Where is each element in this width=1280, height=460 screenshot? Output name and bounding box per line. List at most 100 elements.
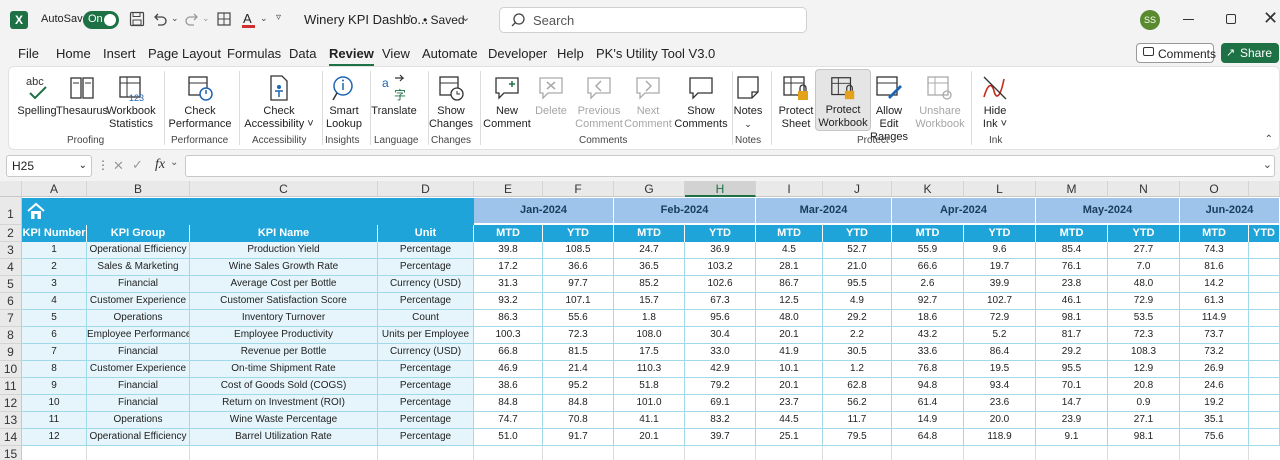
table-cell[interactable]: 95.2 xyxy=(543,378,614,395)
table-cell[interactable] xyxy=(614,446,685,460)
collapse-ribbon-icon[interactable]: ⌃ xyxy=(1264,134,1273,145)
table-cell[interactable]: 62.8 xyxy=(823,378,892,395)
comments-button[interactable]: Comments xyxy=(1136,43,1216,63)
row-header-6[interactable]: 6 xyxy=(0,293,22,310)
table-cell[interactable]: 46.1 xyxy=(1036,293,1108,310)
table-cell[interactable] xyxy=(1249,259,1280,276)
row-header-10[interactable]: 10 xyxy=(0,361,22,378)
column-header-h[interactable]: H xyxy=(685,181,756,197)
table-cell[interactable]: 30.4 xyxy=(685,327,756,344)
table-cell[interactable] xyxy=(22,446,87,460)
table-cell[interactable]: Customer Satisfaction Score xyxy=(190,293,378,310)
table-cell[interactable]: 84.8 xyxy=(543,395,614,412)
table-cell[interactable]: Sales & Marketing xyxy=(87,259,190,276)
customize-toolbar-icon[interactable]: ▿ xyxy=(276,12,282,23)
table-cell[interactable]: 85.4 xyxy=(1036,242,1108,259)
name-box[interactable]: H25 ⌄ xyxy=(6,155,92,177)
table-cell[interactable]: 61.4 xyxy=(892,395,964,412)
table-cell[interactable] xyxy=(1249,242,1280,259)
saved-status[interactable]: • Saved xyxy=(423,13,465,27)
font-color-dropdown-icon[interactable]: ⌄ xyxy=(260,13,268,23)
table-cell[interactable]: 33.6 xyxy=(892,344,964,361)
table-cell[interactable]: 12.9 xyxy=(1108,361,1180,378)
table-cell[interactable]: 73.2 xyxy=(1180,344,1249,361)
table-cell[interactable]: 9 xyxy=(22,378,87,395)
table-cell[interactable]: 86.3 xyxy=(474,310,543,327)
table-cell[interactable]: 98.1 xyxy=(1108,429,1180,446)
table-cell[interactable]: 72.9 xyxy=(1108,293,1180,310)
table-cell[interactable]: 83.2 xyxy=(685,412,756,429)
tab-data[interactable]: Data xyxy=(289,46,317,61)
table-cell[interactable]: 5 xyxy=(22,310,87,327)
table-cell[interactable]: 92.7 xyxy=(892,293,964,310)
table-cell[interactable]: 55.9 xyxy=(892,242,964,259)
table-cell[interactable]: 42.9 xyxy=(685,361,756,378)
smart-lookup-button[interactable]: Smart Lookup xyxy=(324,69,364,131)
table-cell[interactable]: 72.3 xyxy=(1108,327,1180,344)
table-cell[interactable]: 74.3 xyxy=(1180,242,1249,259)
table-cell[interactable]: 23.6 xyxy=(964,395,1036,412)
table-cell[interactable] xyxy=(1249,395,1280,412)
column-header-f[interactable]: F xyxy=(543,181,614,197)
table-cell[interactable]: 79.2 xyxy=(685,378,756,395)
table-cell[interactable]: 23.7 xyxy=(756,395,823,412)
table-cell[interactable]: 7 xyxy=(22,344,87,361)
table-cell[interactable] xyxy=(892,446,964,460)
table-cell[interactable]: 95.6 xyxy=(685,310,756,327)
table-cell[interactable]: Wine Waste Percentage xyxy=(190,412,378,429)
table-cell[interactable] xyxy=(1249,344,1280,361)
table-cell[interactable]: 110.3 xyxy=(614,361,685,378)
table-cell[interactable] xyxy=(1249,293,1280,310)
table-cell[interactable]: 19.7 xyxy=(964,259,1036,276)
table-cell[interactable]: 35.1 xyxy=(1180,412,1249,429)
table-cell[interactable] xyxy=(543,446,614,460)
table-cell[interactable]: 72.3 xyxy=(543,327,614,344)
table-cell[interactable]: 36.6 xyxy=(543,259,614,276)
minimize-icon[interactable] xyxy=(1183,19,1194,20)
table-cell[interactable]: 20.1 xyxy=(756,378,823,395)
table-cell[interactable]: 56.2 xyxy=(823,395,892,412)
table-cell[interactable] xyxy=(1180,446,1249,460)
table-cell[interactable]: 95.5 xyxy=(823,276,892,293)
insert-function-dropdown-icon[interactable]: ⌄ xyxy=(170,157,179,168)
table-cell[interactable]: Customer Experience xyxy=(87,361,190,378)
table-cell[interactable] xyxy=(1249,310,1280,327)
table-cell[interactable] xyxy=(823,446,892,460)
column-header-l[interactable]: L xyxy=(964,181,1036,197)
table-cell[interactable]: Financial xyxy=(87,276,190,293)
table-cell[interactable]: 44.5 xyxy=(756,412,823,429)
save-icon[interactable] xyxy=(129,11,147,29)
table-cell[interactable]: 24.7 xyxy=(614,242,685,259)
table-cell[interactable]: 4.5 xyxy=(756,242,823,259)
table-cell[interactable]: Operations xyxy=(87,310,190,327)
row-header-9[interactable]: 9 xyxy=(0,344,22,361)
table-cell[interactable]: 20.1 xyxy=(756,327,823,344)
column-header-d[interactable]: D xyxy=(378,181,474,197)
row-header-2[interactable]: 2 xyxy=(0,225,22,242)
autosave-toggle[interactable]: On xyxy=(83,11,119,29)
table-cell[interactable]: Percentage xyxy=(378,259,474,276)
table-cell[interactable] xyxy=(378,446,474,460)
row-header-8[interactable]: 8 xyxy=(0,327,22,344)
tab-automate[interactable]: Automate xyxy=(422,46,478,61)
table-cell[interactable]: 3 xyxy=(22,276,87,293)
table-cell[interactable]: 39.8 xyxy=(474,242,543,259)
table-cell[interactable]: Percentage xyxy=(378,293,474,310)
check-performance-button[interactable]: Check Performance xyxy=(169,69,232,131)
table-cell[interactable]: Cost of Goods Sold (COGS) xyxy=(190,378,378,395)
table-cell[interactable]: 103.2 xyxy=(685,259,756,276)
table-cell[interactable]: 81.7 xyxy=(1036,327,1108,344)
tab-file[interactable]: File xyxy=(18,46,39,61)
undo-dropdown-icon[interactable]: ⌄ xyxy=(171,13,179,23)
table-cell[interactable] xyxy=(1249,361,1280,378)
redo-dropdown-icon[interactable]: ⌄ xyxy=(202,13,210,23)
table-cell[interactable]: Financial xyxy=(87,395,190,412)
table-cell[interactable]: Financial xyxy=(87,344,190,361)
table-cell[interactable]: 20.0 xyxy=(964,412,1036,429)
table-cell[interactable]: 23.9 xyxy=(1036,412,1108,429)
unshare-workbook-button[interactable]: Unshare Workbook xyxy=(913,69,967,131)
undo-icon[interactable] xyxy=(152,11,170,29)
row-header-13[interactable]: 13 xyxy=(0,412,22,429)
file-name[interactable]: Winery KPI Dashbo... xyxy=(304,12,429,27)
table-cell[interactable]: 15.7 xyxy=(614,293,685,310)
